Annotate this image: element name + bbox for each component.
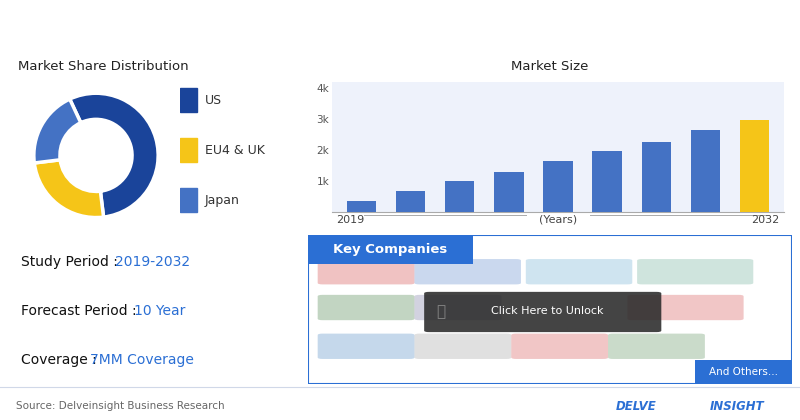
Bar <box>494 172 524 212</box>
Text: Click Here to Unlock: Click Here to Unlock <box>491 306 604 316</box>
Text: Coverage :: Coverage : <box>21 353 101 367</box>
Text: And Others...: And Others... <box>709 367 778 377</box>
Bar <box>543 161 573 212</box>
FancyBboxPatch shape <box>414 295 502 320</box>
FancyBboxPatch shape <box>318 259 414 284</box>
Text: (Years): (Years) <box>539 215 577 225</box>
Text: 2019: 2019 <box>337 215 365 225</box>
Bar <box>445 181 474 212</box>
Bar <box>690 130 720 212</box>
Text: DELVE: DELVE <box>616 400 657 413</box>
Text: 2032: 2032 <box>751 215 779 225</box>
Bar <box>396 191 426 212</box>
Text: 7MM Coverage: 7MM Coverage <box>90 353 194 367</box>
Text: Market Press Release: Market Press Release <box>267 12 533 36</box>
Wedge shape <box>70 93 158 217</box>
Bar <box>180 138 197 163</box>
FancyBboxPatch shape <box>318 333 414 359</box>
Bar <box>180 188 197 212</box>
Bar <box>695 360 792 384</box>
Text: Japan: Japan <box>205 194 239 207</box>
FancyBboxPatch shape <box>414 333 511 359</box>
Wedge shape <box>34 160 103 218</box>
Text: Market Size: Market Size <box>511 60 589 73</box>
FancyBboxPatch shape <box>414 259 521 284</box>
Text: 🔒: 🔒 <box>437 304 446 319</box>
FancyBboxPatch shape <box>608 333 705 359</box>
Bar <box>346 201 376 212</box>
Circle shape <box>78 137 114 174</box>
Wedge shape <box>34 99 81 163</box>
Text: Source: Delveinsight Business Research: Source: Delveinsight Business Research <box>16 401 225 411</box>
Bar <box>180 88 197 113</box>
Text: Forecast Period :: Forecast Period : <box>21 304 141 318</box>
Bar <box>642 142 671 212</box>
FancyBboxPatch shape <box>637 259 754 284</box>
Text: Study Period :: Study Period : <box>21 255 122 269</box>
Text: EU4 & UK: EU4 & UK <box>205 144 265 157</box>
Bar <box>308 229 473 263</box>
FancyBboxPatch shape <box>511 333 608 359</box>
FancyBboxPatch shape <box>526 259 632 284</box>
Text: Market Share Distribution: Market Share Distribution <box>18 60 189 73</box>
Text: 2019-2032: 2019-2032 <box>115 255 190 269</box>
FancyBboxPatch shape <box>627 295 744 320</box>
Text: 10 Year: 10 Year <box>134 304 186 318</box>
Bar <box>592 151 622 212</box>
Bar <box>740 120 770 212</box>
Text: INSIGHT: INSIGHT <box>710 400 764 413</box>
FancyBboxPatch shape <box>318 295 414 320</box>
FancyBboxPatch shape <box>424 292 662 332</box>
Text: Key Companies: Key Companies <box>333 243 447 256</box>
Text: US: US <box>205 94 222 107</box>
